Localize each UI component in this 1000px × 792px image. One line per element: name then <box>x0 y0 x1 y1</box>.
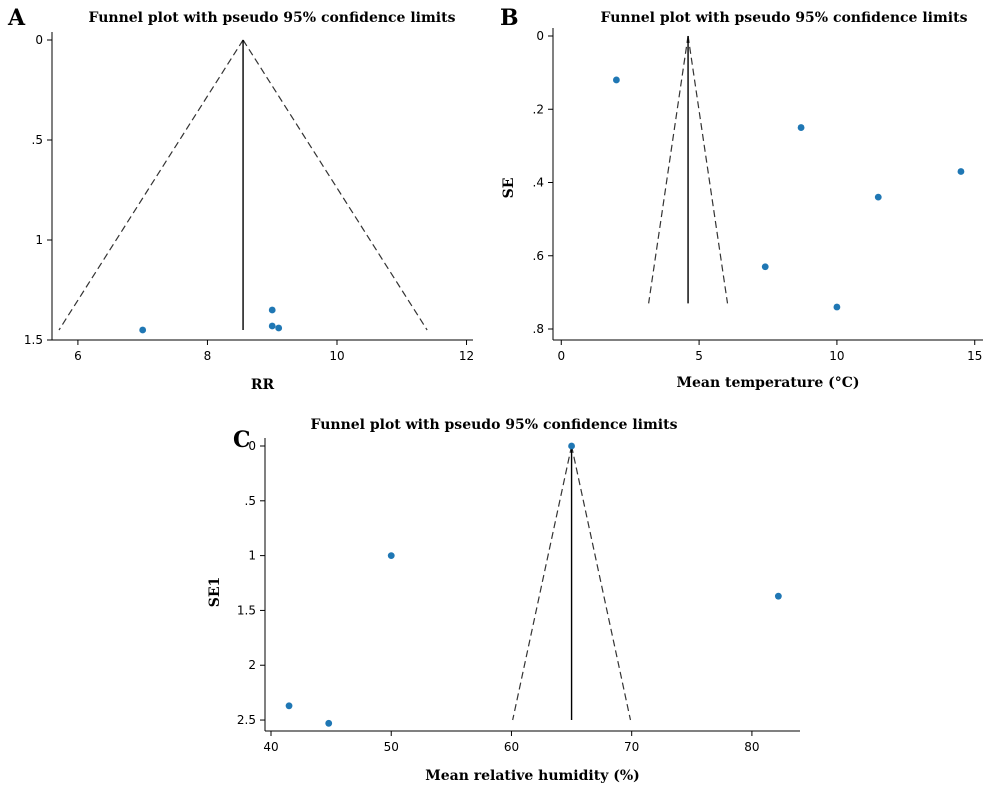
x-tick-label: 8 <box>204 349 212 363</box>
x-tick-label: 70 <box>624 740 639 754</box>
y-tick-label: 1 <box>248 549 256 563</box>
x-tick-label: 60 <box>504 740 519 754</box>
panel-a: A Funnel plot with pseudo 95% confidence … <box>7 5 474 393</box>
x-tick-label: 0 <box>557 349 565 363</box>
data-point <box>268 322 276 330</box>
data-point <box>275 324 283 332</box>
funnel-limit-right <box>570 445 632 721</box>
funnel-limit-left <box>512 445 573 721</box>
y-axis-title: SE1 <box>207 577 223 608</box>
y-tick-label: 1.5 <box>24 333 43 347</box>
panel-letter: B <box>500 5 519 31</box>
y-tick-label: 2.5 <box>237 713 256 727</box>
y-tick-label: .5 <box>32 133 43 147</box>
plot-title: Funnel plot with pseudo 95% confidence l… <box>601 10 968 26</box>
y-tick-label: 2 <box>248 658 256 672</box>
y-tick-label: 0 <box>536 29 544 43</box>
y-tick-label: .4 <box>533 176 544 190</box>
funnel-limit-right <box>242 39 428 331</box>
y-axis-title: SE <box>501 178 517 199</box>
x-axis-title: Mean relative humidity (%) <box>425 768 640 784</box>
x-tick-label: 12 <box>459 349 474 363</box>
y-tick-label: 1 <box>35 233 43 247</box>
data-point <box>957 168 965 175</box>
y-tick-label: .5 <box>245 494 256 508</box>
data-point <box>139 326 147 334</box>
panel-letter: A <box>7 5 26 31</box>
data-point <box>761 263 769 271</box>
panel-b: B Funnel plot with pseudo 95% confidence … <box>500 5 983 391</box>
funnel-limit-left <box>58 39 244 331</box>
plot-title: Funnel plot with pseudo 95% confidence l… <box>89 10 456 26</box>
data-point <box>285 702 293 710</box>
x-tick-label: 40 <box>263 740 278 754</box>
x-tick-label: 6 <box>74 349 82 363</box>
x-tick-label: 10 <box>829 349 844 363</box>
data-point <box>797 124 805 131</box>
data-point <box>325 719 333 727</box>
x-tick-label: 80 <box>744 740 759 754</box>
data-point <box>774 592 782 600</box>
data-point <box>387 552 395 560</box>
panel-letter: C <box>233 427 251 453</box>
y-tick-label: 1.5 <box>237 603 256 617</box>
y-tick-label: 0 <box>35 33 43 47</box>
data-point <box>612 76 620 84</box>
data-point <box>268 306 276 314</box>
y-tick-label: .6 <box>533 249 544 263</box>
x-axis-title: Mean temperature (°C) <box>676 375 859 391</box>
x-tick-label: 15 <box>967 349 982 363</box>
data-point <box>833 303 841 311</box>
x-tick-label: 5 <box>695 349 703 363</box>
funnel-limit-right <box>687 35 729 304</box>
x-tick-label: 50 <box>384 740 399 754</box>
data-point <box>568 442 575 450</box>
y-tick-label: .8 <box>533 322 544 336</box>
funnel-limit-left <box>648 35 689 304</box>
x-tick-label: 10 <box>329 349 344 363</box>
x-axis-title: RR <box>251 377 275 393</box>
y-tick-label: .2 <box>533 102 544 116</box>
y-tick-label: 0 <box>248 439 256 453</box>
data-point <box>874 193 882 201</box>
panel-c: C Funnel plot with pseudo 95% confidence … <box>207 417 800 784</box>
plot-title: Funnel plot with pseudo 95% confidence l… <box>311 417 678 433</box>
